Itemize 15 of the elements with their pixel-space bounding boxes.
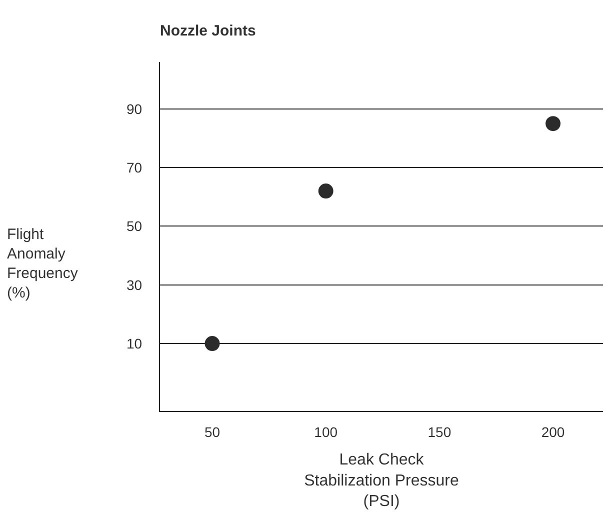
x-tick-label: 50 [204, 424, 220, 440]
point [318, 184, 334, 199]
y-tick-label: 30 [126, 276, 142, 293]
x-tick-label: 200 [541, 424, 565, 440]
y-tick-label: 90 [126, 100, 142, 117]
y-axis-title: Flight Anomaly Frequency (%) [7, 226, 78, 302]
point [546, 116, 561, 132]
chart-title: Nozzle Joints [160, 22, 256, 40]
y-tick-label: 70 [126, 159, 142, 176]
point [204, 336, 220, 352]
x-tick-label: 150 [428, 424, 452, 440]
y-tick-label: 50 [126, 218, 142, 234]
x-axis-title: Leak Check Stabilization Pressure (PSI) [304, 452, 459, 510]
x-tick-label: 100 [314, 424, 338, 440]
y-tick-label: 10 [126, 335, 142, 352]
